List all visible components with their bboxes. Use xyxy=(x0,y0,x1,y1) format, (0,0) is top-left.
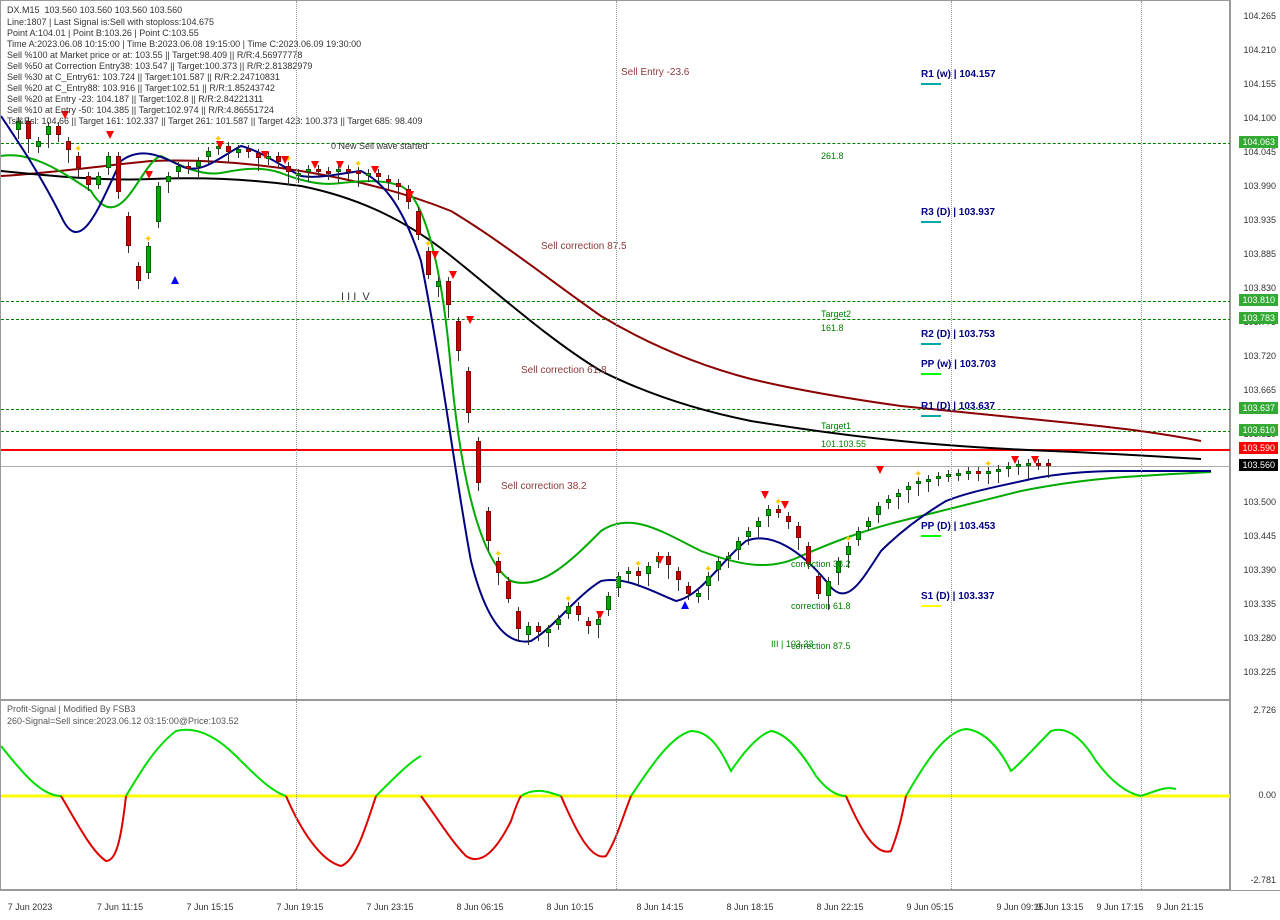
y-axis-main: 104.265104.210104.155104.100104.045103.9… xyxy=(1230,0,1280,700)
chart-container: MARKETZ|SITE ✦✦✦✦✦✦✦✦✦✦✦✦✦✦ DX.M15 103.5… xyxy=(0,0,1280,920)
sub-chart[interactable]: Profit-Signal | Modified By FSB3 260-Sig… xyxy=(0,700,1230,890)
vline xyxy=(296,1,297,701)
vline xyxy=(616,1,617,701)
point-marks: I I I V xyxy=(341,291,370,303)
y-axis-sub: 2.7260.00-2.781 xyxy=(1230,700,1280,890)
vline xyxy=(951,701,952,891)
x-axis: 7 Jun 20237 Jun 11:157 Jun 15:157 Jun 19… xyxy=(0,890,1280,920)
vline xyxy=(296,701,297,891)
vline xyxy=(1141,701,1142,891)
symbol-header: DX.M15 103.560 103.560 103.560 103.560 xyxy=(7,5,182,15)
vline xyxy=(616,701,617,891)
main-chart[interactable]: ✦✦✦✦✦✦✦✦✦✦✦✦✦✦ DX.M15 103.560 103.560 10… xyxy=(0,0,1230,700)
wave-label: 0 New Sell wave started xyxy=(331,141,428,151)
vline xyxy=(1141,1,1142,701)
vline xyxy=(951,1,952,701)
